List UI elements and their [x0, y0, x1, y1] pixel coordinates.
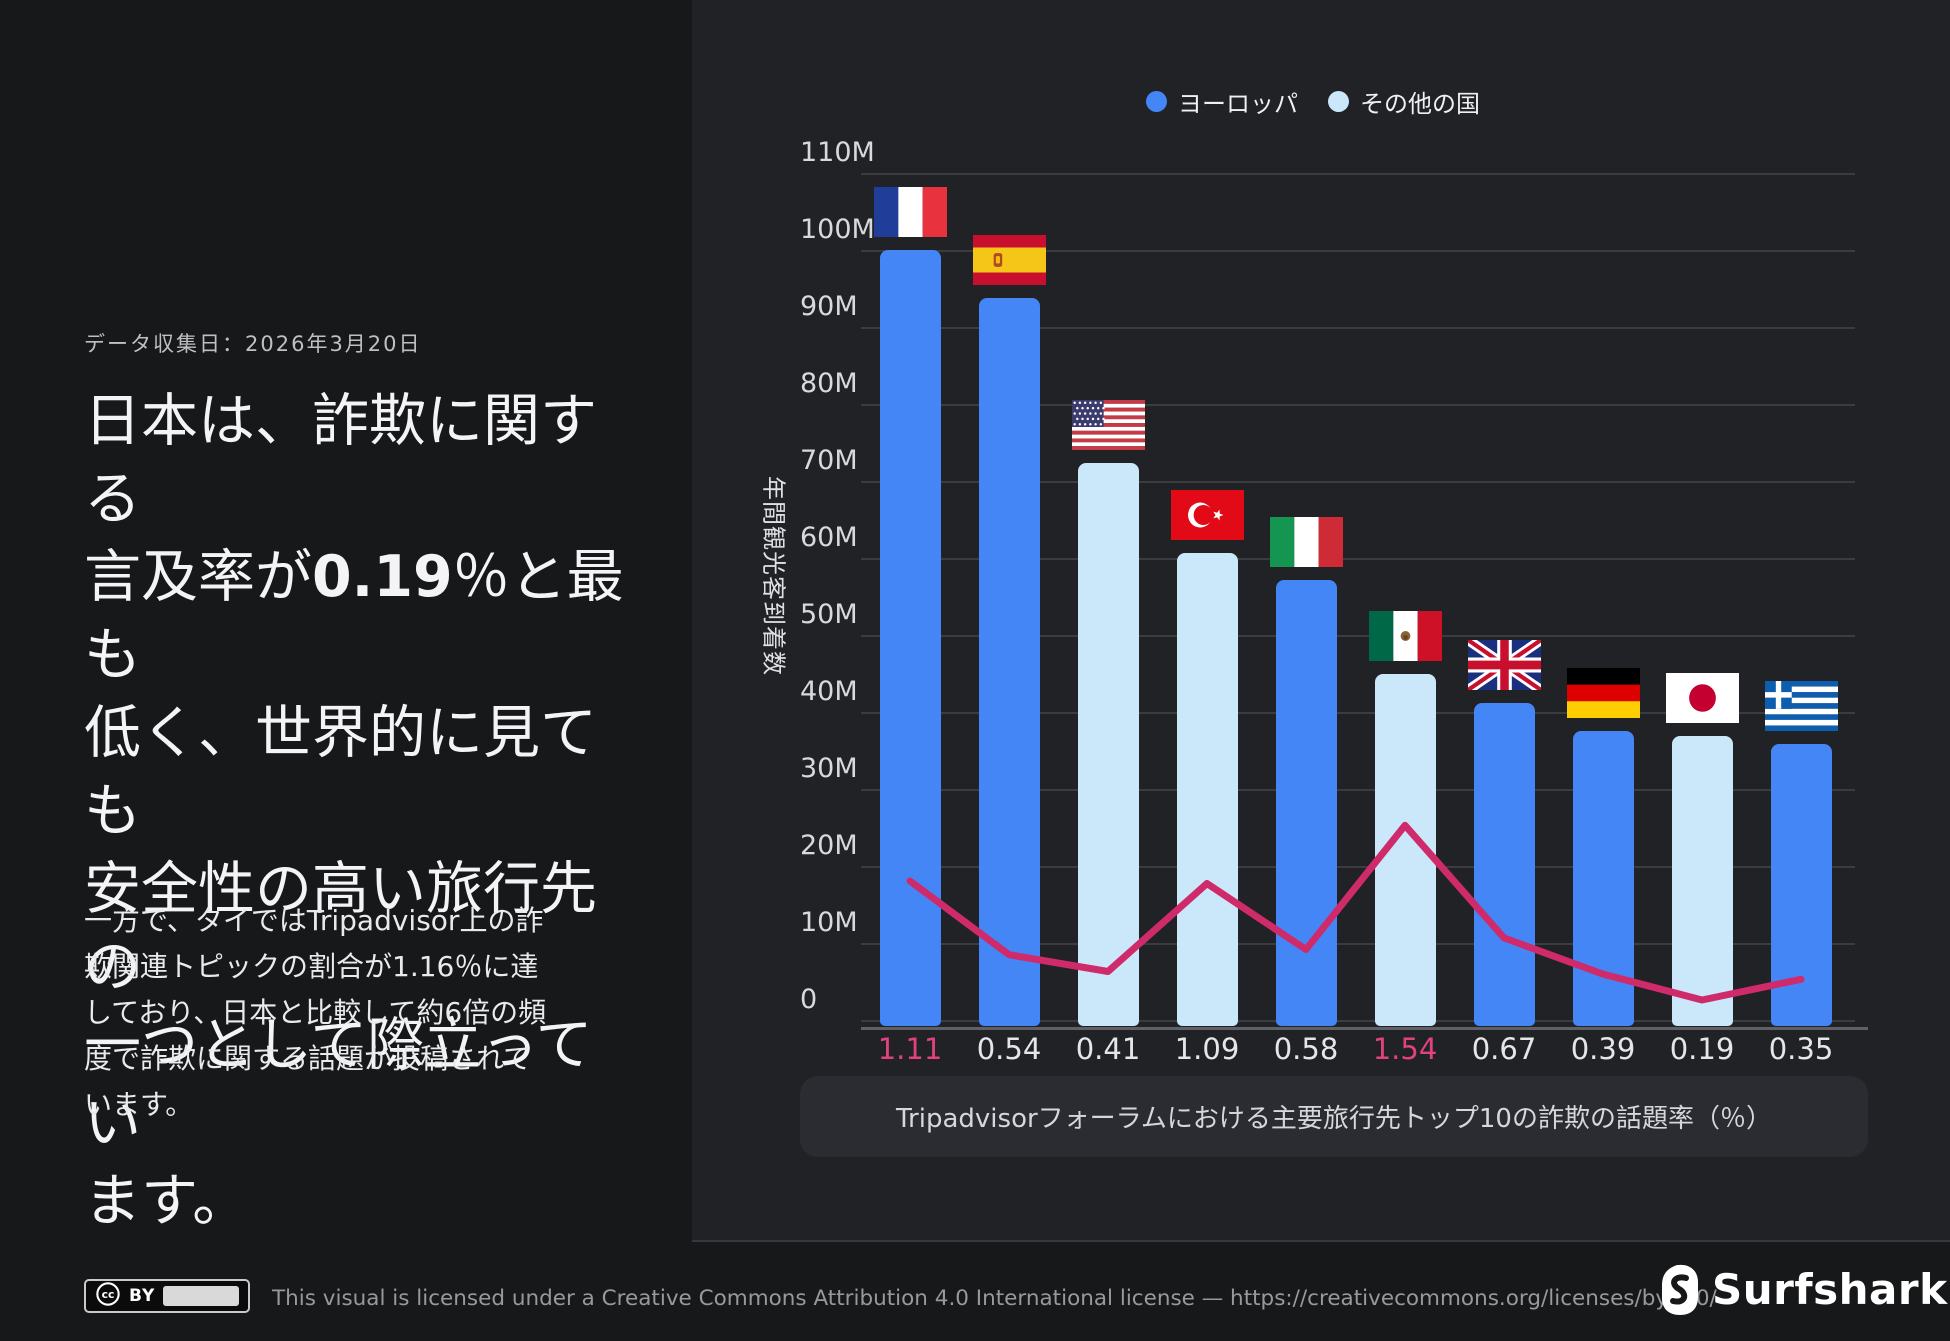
x-tick-germany: 0.39	[1570, 1032, 1636, 1066]
license-text: This visual is licensed under a Creative…	[272, 1286, 1717, 1311]
y-tick-60M: 60M	[800, 522, 858, 553]
cc-by-label: BY	[129, 1286, 156, 1306]
gridline-90M	[861, 327, 1855, 329]
x-tick-turkey: 1.09	[1174, 1032, 1240, 1066]
x-tick-usa: 0.41	[1075, 1032, 1141, 1066]
headline-line: 一つとして際立ってい	[84, 1012, 593, 1156]
cc-by-badge: cc BY	[84, 1279, 250, 1313]
y-tick-20M: 20M	[800, 830, 858, 861]
headline-line: 低く、世界的に見ても	[84, 700, 597, 844]
flag-usa-icon	[1071, 399, 1145, 450]
gridline-70M	[861, 481, 1855, 483]
y-tick-70M: 70M	[800, 445, 858, 476]
cc-icon: cc	[95, 1281, 121, 1311]
flag-greece-icon	[1764, 680, 1838, 731]
surfshark-logo: Surfshark ®	[1660, 1264, 1950, 1320]
y-tick-90M: 90M	[800, 291, 858, 322]
y-tick-10M: 10M	[800, 907, 858, 938]
bar-japan	[1671, 735, 1733, 1026]
flag-mexico-icon	[1368, 610, 1442, 661]
gridline-0	[861, 1020, 1855, 1022]
chart-legend: ヨーロッパ その他の国	[1146, 84, 1480, 119]
legend-dot-other	[1328, 91, 1349, 112]
gridline-10M	[861, 943, 1855, 945]
y-tick-40M: 40M	[800, 676, 858, 707]
svg-text:cc: cc	[102, 1288, 115, 1301]
x-tick-uk: 0.67	[1471, 1032, 1537, 1066]
x-axis-caption-box: Tripadvisorフォーラムにおける主要旅行先トップ10の詐欺の話題率（％）	[800, 1076, 1868, 1157]
data-collection-date: データ収集日：2026年3月20日	[84, 332, 422, 356]
y-tick-80M: 80M	[800, 368, 858, 399]
legend-label: その他の国	[1360, 90, 1480, 118]
y-tick-0: 0	[800, 984, 818, 1015]
y-tick-30M: 30M	[800, 753, 858, 784]
x-tick-spain: 0.54	[976, 1032, 1042, 1066]
headline-line: 日本は、詐欺に関する	[84, 388, 597, 532]
legend-item-other: その他の国	[1328, 84, 1480, 119]
bar-turkey	[1176, 553, 1238, 1026]
gridline-80M	[861, 404, 1855, 406]
body-text: 一方で、タイではTripadvisor上の詐欺関連トピックの割合が1.16％に達…	[84, 904, 547, 1121]
flag-spain-icon	[972, 234, 1046, 285]
cc-badge-plate	[163, 1286, 239, 1306]
headline-line: ます。	[84, 1168, 250, 1234]
gridline-20M	[861, 866, 1855, 868]
x-tick-greece: 0.35	[1768, 1032, 1834, 1066]
x-tick-france: 1.11	[877, 1032, 943, 1066]
surfshark-icon	[1660, 1264, 1700, 1320]
x-tick-japan: 0.19	[1669, 1032, 1735, 1066]
flag-germany-icon	[1566, 668, 1640, 719]
footer: cc BY This visual is licensed under a Cr…	[0, 1242, 1950, 1341]
gridline-30M	[861, 789, 1855, 791]
legend-dot-europe	[1146, 91, 1167, 112]
y-tick-50M: 50M	[800, 599, 858, 630]
headline-line: 安全性の高い旅行先の	[84, 856, 597, 1000]
legend-item-europe: ヨーロッパ	[1146, 84, 1298, 119]
gridline-100M	[861, 250, 1855, 252]
gridline-50M	[861, 635, 1855, 637]
flag-italy-icon	[1269, 516, 1343, 567]
y-tick-110M: 110M	[800, 137, 875, 168]
flag-turkey-icon	[1170, 490, 1244, 541]
gridline-60M	[861, 558, 1855, 560]
flag-japan-icon	[1665, 672, 1739, 723]
gridline-110M	[861, 173, 1855, 175]
gridline-40M	[861, 712, 1855, 714]
bar-uk	[1473, 702, 1535, 1026]
x-tick-italy: 0.58	[1273, 1032, 1339, 1066]
x-axis-line	[861, 1027, 1868, 1030]
legend-label: ヨーロッパ	[1178, 90, 1298, 118]
headline: 日本は、詐欺に関する 言及率が0.19％と最も 低く、世界的に見ても 安全性の高い旅行…	[84, 382, 624, 1240]
flag-uk-icon	[1467, 639, 1541, 690]
y-tick-100M: 100M	[800, 214, 875, 245]
flag-france-icon	[873, 187, 947, 237]
bar-spain	[978, 297, 1040, 1026]
x-axis-caption-text: Tripadvisorフォーラムにおける主要旅行先トップ10の詐欺の話題率（％）	[896, 1104, 1772, 1134]
x-tick-mexico: 1.54	[1372, 1032, 1438, 1066]
surfshark-wordmark: Surfshark	[1712, 1265, 1948, 1314]
bar-usa	[1077, 462, 1139, 1026]
headline-line: 言及率が0.19％と最も	[84, 544, 624, 688]
